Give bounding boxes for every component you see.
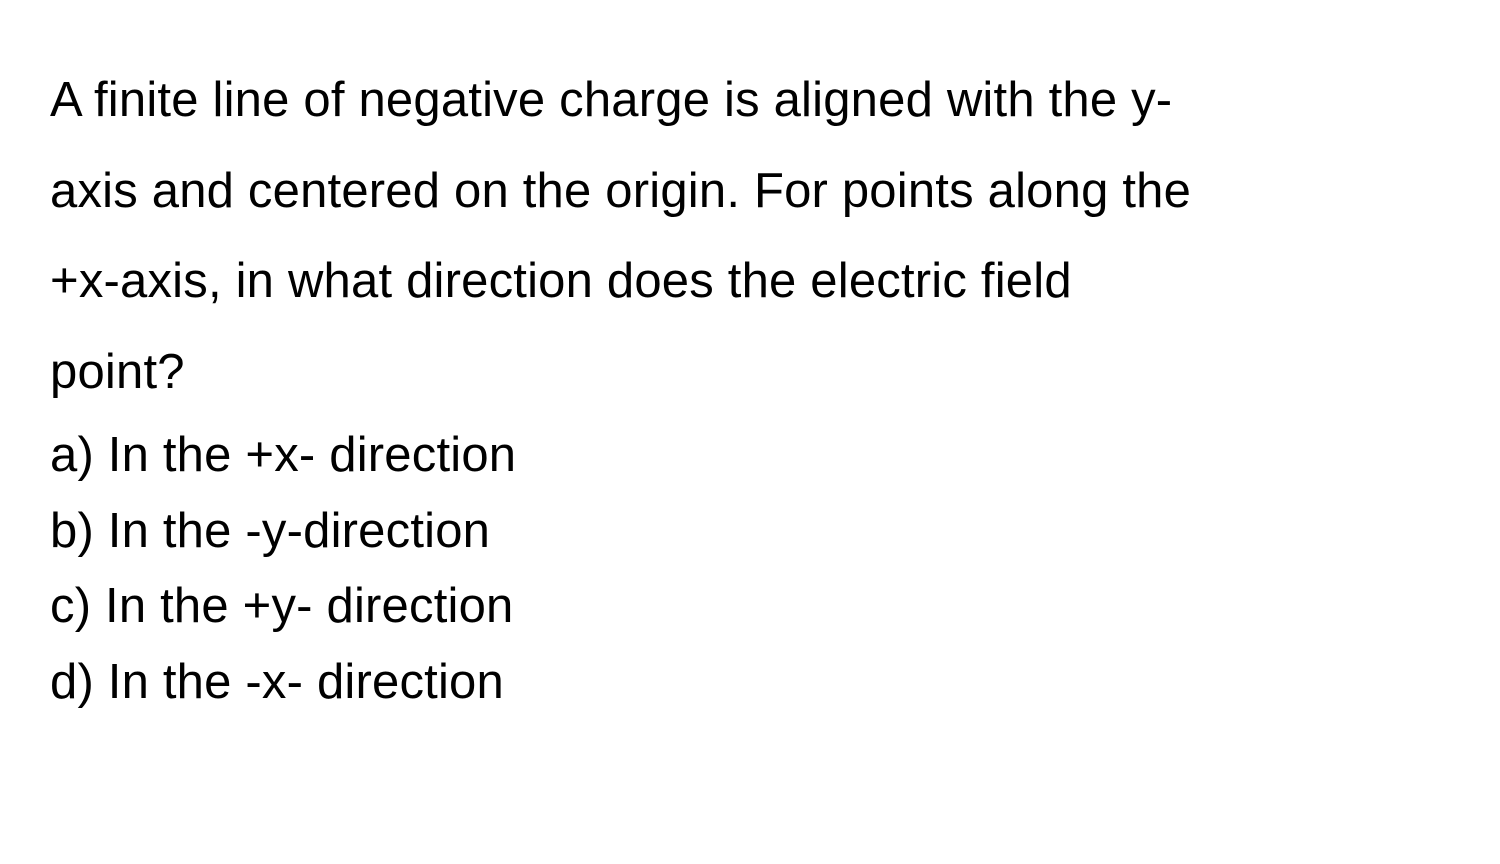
option-c: c) In the +y- direction <box>50 569 1450 645</box>
question-line-2: axis and centered on the origin. For poi… <box>50 146 1450 237</box>
option-d: d) In the -x- direction <box>50 645 1450 721</box>
question-line-4: point? <box>50 327 1450 418</box>
option-b: b) In the -y-direction <box>50 494 1450 570</box>
question-line-1: A finite line of negative charge is alig… <box>50 55 1450 146</box>
physics-question-block: A finite line of negative charge is alig… <box>50 55 1450 721</box>
question-line-3: +x-axis, in what direction does the elec… <box>50 236 1450 327</box>
option-a: a) In the +x- direction <box>50 418 1450 494</box>
